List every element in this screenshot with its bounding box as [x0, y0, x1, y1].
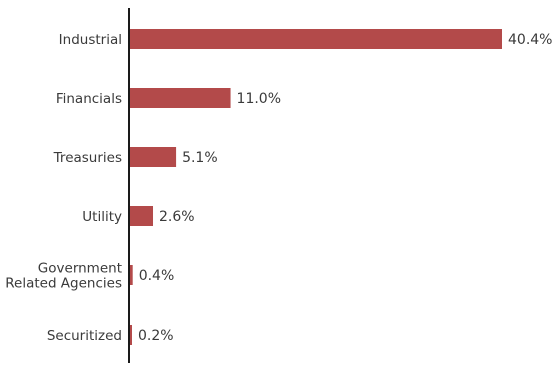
category-label-line: Financials [56, 91, 122, 107]
category-label-line: Utility [82, 209, 122, 225]
bar-4 [129, 265, 133, 285]
bar-2 [129, 147, 177, 167]
value-label-0: 40.4% [508, 32, 552, 48]
bar-1 [129, 88, 231, 108]
value-label-5: 0.2% [138, 328, 174, 344]
category-label-1: Financials [56, 91, 122, 107]
category-label-2: Treasuries [53, 150, 122, 166]
category-labels-group: Industrial Financials Treasuries Utility Gov… [5, 32, 122, 344]
category-label-line: Government [38, 261, 122, 277]
category-label-0: Industrial [59, 32, 122, 48]
category-label-line: Securitized [47, 328, 122, 344]
category-label-line: Industrial [59, 32, 122, 48]
value-label-2: 5.1% [182, 150, 218, 166]
category-label-5: Securitized [47, 328, 122, 344]
bar-3 [129, 206, 154, 226]
category-label-3: Utility [82, 209, 122, 225]
value-labels-group: 40.4% 11.0% 5.1% 2.6% 0.4% 0.2% [138, 32, 552, 344]
value-label-1: 11.0% [237, 91, 281, 107]
bar-0 [129, 29, 502, 49]
category-label-line: Related Agencies [5, 276, 122, 292]
category-label-4: Government Related Agencies [5, 261, 122, 292]
value-label-4: 0.4% [139, 268, 175, 284]
category-label-line: Treasuries [53, 150, 122, 166]
bar-5 [129, 325, 132, 345]
value-label-3: 2.6% [159, 209, 195, 225]
bars-group [129, 29, 502, 345]
